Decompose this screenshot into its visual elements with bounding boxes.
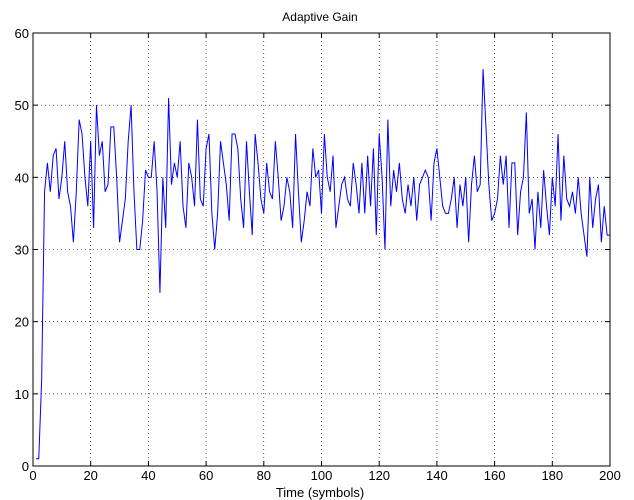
series-line [35,69,610,460]
ticks: 0 20 40 60 80 100 120 140 160 180 200 0 10 20 30 40 50 60 [15,26,621,483]
x-tick-label: 160 [484,468,506,483]
x-tick-label: 40 [141,468,155,483]
x-tick-label: 140 [426,468,448,483]
x-tick-label: 100 [311,468,333,483]
x-tick-label: 80 [257,468,271,483]
x-tick-label: 20 [83,468,97,483]
grid [33,33,610,466]
x-tick-label: 60 [199,468,213,483]
y-tick-label: 60 [15,26,29,41]
x-tick-label: 0 [29,468,36,483]
y-tick-label: 30 [15,243,29,258]
y-tick-label: 0 [22,459,29,474]
y-tick-label: 50 [15,98,29,113]
x-tick-label: 200 [599,468,621,483]
chart-title: Adaptive Gain [282,10,357,24]
y-tick-label: 40 [15,170,29,185]
x-tick-label: 180 [541,468,563,483]
x-tick-label: 120 [368,468,390,483]
x-axis-label: Time (symbols) [276,485,364,500]
series-group [35,69,610,460]
y-tick-label: 20 [15,315,29,330]
y-tick-label: 10 [15,387,29,402]
